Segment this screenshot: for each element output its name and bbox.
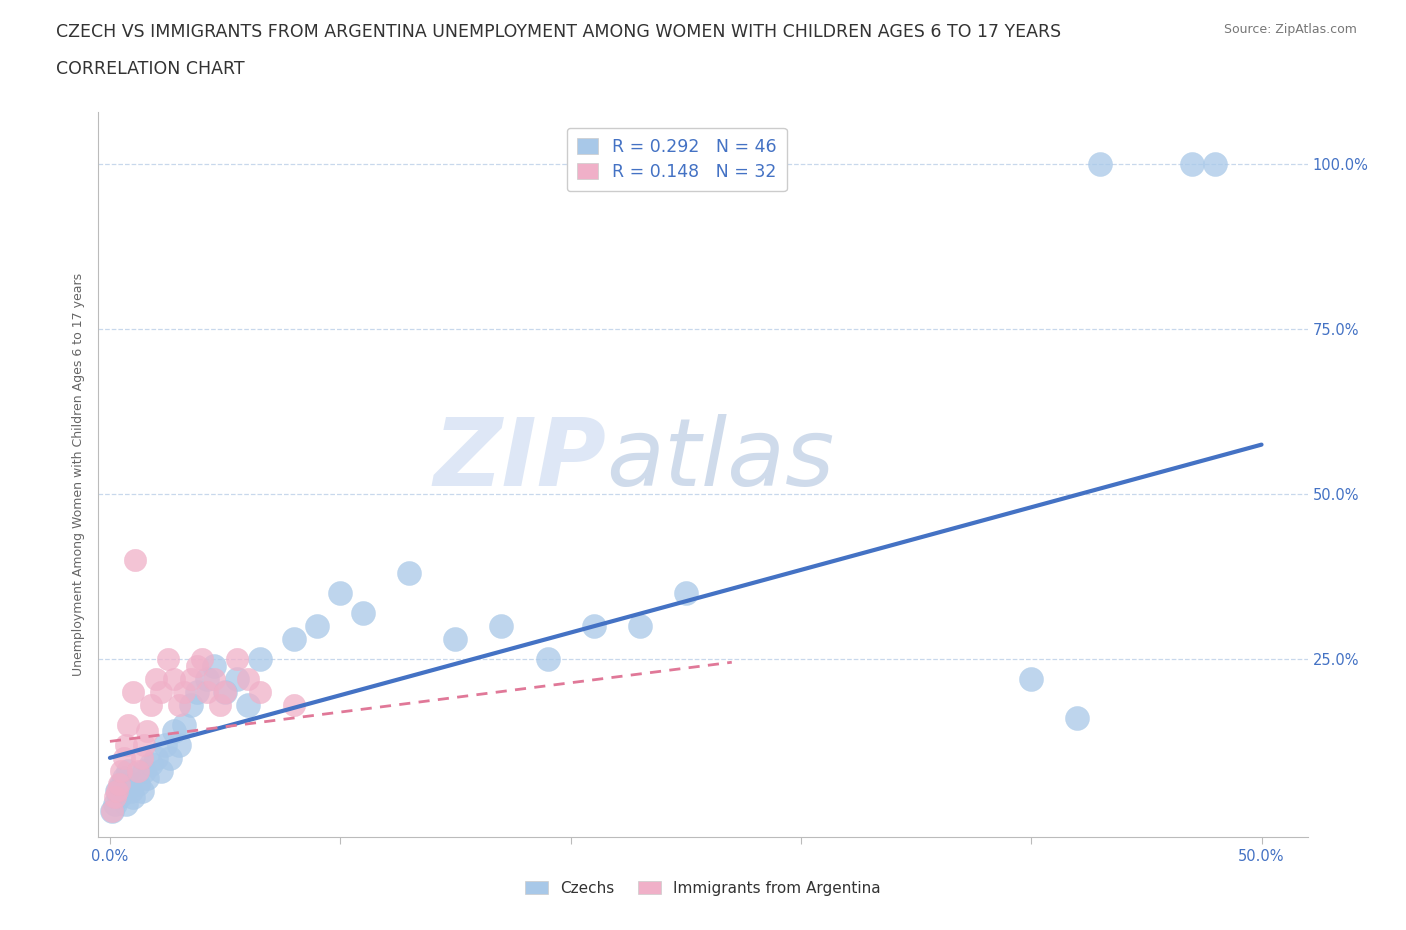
Point: [141, 698, 163, 712]
Text: CZECH VS IMMIGRANTS FROM ARGENTINA UNEMPLOYMENT AMONG WOMEN WITH CHILDREN AGES 6: CZECH VS IMMIGRANTS FROM ARGENTINA UNEMP…: [56, 23, 1062, 41]
Point: [101, 804, 124, 818]
Point: [209, 698, 232, 712]
Y-axis label: Unemployment Among Women with Children Ages 6 to 17 years: Unemployment Among Women with Children A…: [72, 272, 86, 676]
Point: [117, 764, 139, 778]
Point: [103, 790, 125, 804]
Point: [131, 751, 153, 765]
Point: [156, 652, 179, 667]
Point: [1019, 671, 1042, 686]
Text: CORRELATION CHART: CORRELATION CHART: [56, 60, 245, 78]
Point: [307, 618, 329, 633]
Point: [105, 783, 128, 798]
Point: [202, 671, 225, 686]
Point: [186, 684, 208, 699]
Point: [149, 684, 172, 699]
Point: [202, 658, 225, 673]
Point: [141, 757, 163, 772]
Point: [149, 764, 172, 778]
Point: [112, 751, 135, 765]
Point: [127, 777, 149, 791]
Point: [191, 652, 214, 667]
Point: [108, 777, 131, 791]
Point: [110, 764, 132, 778]
Point: [225, 652, 247, 667]
Point: [352, 605, 374, 620]
Point: [135, 770, 157, 785]
Point: [120, 783, 142, 798]
Text: atlas: atlas: [606, 414, 835, 505]
Point: [195, 671, 218, 686]
Point: [115, 737, 138, 752]
Point: [134, 764, 156, 778]
Point: [536, 652, 558, 667]
Point: [105, 783, 128, 798]
Point: [329, 586, 352, 601]
Point: [1204, 157, 1226, 172]
Legend: Czechs, Immigrants from Argentina: Czechs, Immigrants from Argentina: [519, 874, 887, 902]
Point: [155, 737, 177, 752]
Point: [103, 797, 125, 812]
Point: [163, 724, 186, 739]
Point: [249, 684, 271, 699]
Point: [283, 698, 305, 712]
Point: [131, 783, 153, 798]
Point: [127, 764, 149, 778]
Point: [124, 552, 146, 567]
Point: [117, 717, 139, 732]
Point: [249, 652, 271, 667]
Point: [108, 790, 131, 804]
Point: [1066, 711, 1088, 725]
Point: [195, 684, 218, 699]
Point: [163, 671, 186, 686]
Point: [398, 565, 420, 580]
Point: [225, 671, 247, 686]
Point: [112, 770, 135, 785]
Point: [167, 737, 190, 752]
Point: [444, 631, 467, 646]
Point: [115, 797, 138, 812]
Point: [135, 724, 157, 739]
Point: [145, 671, 167, 686]
Point: [1090, 157, 1112, 172]
Point: [214, 684, 236, 699]
Point: [173, 717, 195, 732]
Point: [628, 618, 651, 633]
Point: [236, 671, 259, 686]
Point: [173, 684, 195, 699]
Point: [145, 751, 167, 765]
Point: [1181, 157, 1204, 172]
Point: [675, 586, 697, 601]
Point: [491, 618, 513, 633]
Point: [134, 737, 156, 752]
Point: [122, 790, 145, 804]
Point: [110, 777, 132, 791]
Point: [180, 671, 202, 686]
Point: [159, 751, 181, 765]
Point: [122, 684, 145, 699]
Point: [186, 658, 208, 673]
Point: [101, 804, 124, 818]
Point: [236, 698, 259, 712]
Point: [214, 684, 236, 699]
Point: [180, 698, 202, 712]
Text: ZIP: ZIP: [433, 414, 606, 506]
Point: [582, 618, 605, 633]
Text: Source: ZipAtlas.com: Source: ZipAtlas.com: [1223, 23, 1357, 36]
Point: [167, 698, 190, 712]
Point: [283, 631, 305, 646]
